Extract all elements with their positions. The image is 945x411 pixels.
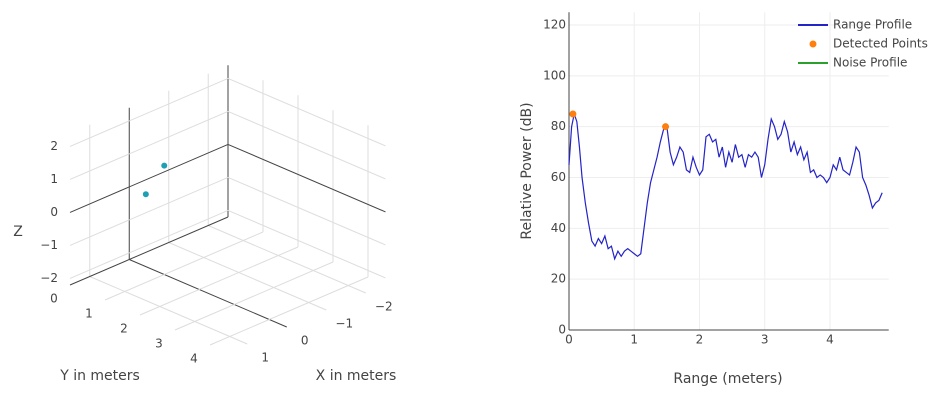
grid-line (69, 209, 229, 279)
z-tick-label: 2 (50, 139, 58, 153)
grid-line (227, 110, 386, 180)
grid-line (227, 176, 386, 246)
y-tick-label: 80 (551, 119, 566, 133)
z-tick-label: −2 (40, 271, 58, 285)
x-axis-title: Range (meters) (673, 371, 782, 387)
y-tick-label: 4 (190, 352, 198, 366)
x-tick-label: 1 (630, 333, 638, 347)
y-tick-label: 120 (543, 18, 566, 32)
x-tick-label: 3 (761, 333, 769, 347)
z-axis-title-3d: Z (13, 224, 23, 240)
z-tick-label: −1 (40, 238, 58, 252)
grid-line (69, 216, 229, 286)
y-tick-label: 2 (120, 322, 128, 336)
y-tick-label: 1 (85, 307, 93, 321)
grid-line (129, 259, 287, 328)
y-tick-label: 0 (558, 323, 566, 337)
grid-line (209, 276, 369, 346)
legend-label: Range Profile (833, 18, 912, 32)
x-tick-label: 0 (301, 334, 309, 348)
x-tick-label: 2 (696, 333, 704, 347)
x-tick-label: 0 (565, 333, 573, 347)
x-tick-label: 4 (826, 333, 834, 347)
y-tick-label: 0 (50, 292, 58, 306)
grid-line (227, 209, 386, 279)
grid-line (69, 176, 229, 246)
y-tick-label: 60 (551, 170, 566, 184)
point (142, 191, 149, 198)
grid-line (227, 77, 386, 147)
range-line (568, 111, 883, 261)
y-tick-label: 20 (551, 272, 566, 286)
grid-line (69, 143, 229, 213)
detected-point (569, 110, 577, 118)
grid-line (208, 225, 366, 294)
grid-line (168, 242, 327, 311)
z-tick-label: 0 (50, 205, 58, 219)
grid-line (69, 110, 229, 180)
grid-line (89, 276, 248, 345)
y-axis-title-3d: Y in meters (59, 368, 140, 384)
x-tick-label: −2 (375, 300, 393, 314)
y-axis-title: Relative Power (dB) (519, 102, 535, 239)
z-tick-label: 1 (50, 172, 58, 186)
grid-line (104, 231, 264, 301)
legend-label: Noise Profile (833, 56, 907, 70)
y-tick-label: 100 (543, 68, 566, 82)
legend-symbol (809, 40, 817, 48)
grid-line (174, 261, 334, 331)
detected-point (662, 123, 670, 131)
point (161, 162, 168, 169)
grid-line (227, 143, 386, 213)
legend-label: Detected Points (833, 37, 928, 51)
x-tick-label: −1 (335, 317, 353, 331)
y-tick-label: 40 (551, 221, 566, 235)
y-tick-label: 3 (155, 337, 163, 351)
grid-line (69, 77, 229, 147)
x-tick-label: 1 (261, 351, 269, 365)
grid-line (139, 246, 299, 316)
x-axis-title-3d: X in meters (316, 368, 397, 384)
